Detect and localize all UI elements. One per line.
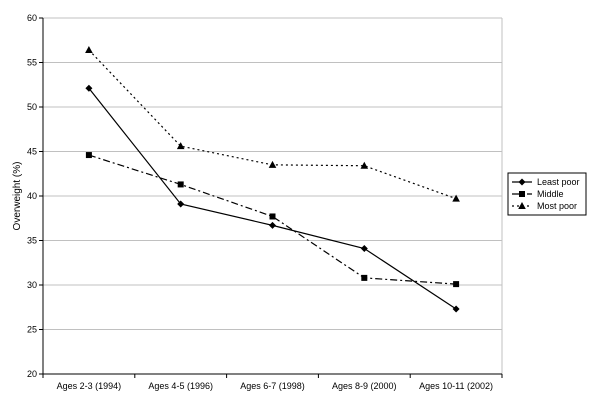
x-tick-label: Ages 4-5 (1996) [148,381,213,391]
series-line-least-poor [88,87,457,310]
x-tick-label: Ages 2-3 (1994) [57,381,122,391]
data-point-most-poor [268,160,277,168]
data-point-least-poor [360,245,368,253]
legend-marker-middle [519,191,525,197]
data-point-most-poor [452,194,460,202]
y-tick-label: 45 [27,147,37,157]
y-tick-label: 30 [27,280,37,290]
series-least-poor [85,84,460,313]
y-tick-label: 50 [27,102,37,112]
y-tick-label: 40 [27,191,37,201]
data-point-middle [85,152,92,159]
series-line-most-poor [88,49,457,200]
y-tick-label: 35 [27,236,37,246]
gridlines [43,17,503,375]
series-group [85,46,460,313]
data-point-least-poor [452,305,460,313]
series-most-poor [85,46,460,202]
data-point-most-poor [360,161,369,169]
axes [39,17,503,378]
legend-label-middle: Middle [537,189,564,199]
data-point-least-poor [85,84,93,92]
y-tick-label: 20 [27,369,37,379]
y-tick-labels: 20 25 30 35 40 45 50 55 60 [27,13,37,379]
y-tick-label: 60 [27,13,37,23]
series-line-middle [88,154,457,285]
data-point-middle [177,181,184,188]
data-point-middle [361,274,368,281]
y-axis-title: Overweight (%) [12,162,23,231]
data-point-middle [269,213,276,220]
data-point-middle [453,281,460,288]
legend-label-most-poor: Most poor [537,201,577,211]
x-tick-label: Ages 10-11 (2002) [419,381,493,391]
data-point-least-poor [177,200,185,208]
data-point-most-poor [176,142,185,150]
series-middle [85,152,460,288]
legend-marker-most-poor [518,202,526,209]
y-tick-label: 25 [27,325,37,335]
legend: Least poor Middle Most poor [507,172,587,216]
data-point-most-poor [85,46,93,54]
y-tick-label: 55 [27,58,37,68]
x-tick-label: Ages 6-7 (1998) [240,381,305,391]
legend-marker-least-poor [518,178,526,186]
x-tick-labels: Ages 2-3 (1994) Ages 4-5 (1996) Ages 6-7 (… [57,381,493,391]
legend-label-least-poor: Least poor [537,177,580,187]
data-point-least-poor [269,221,276,229]
x-tick-label: Ages 8-9 (2000) [332,381,397,391]
